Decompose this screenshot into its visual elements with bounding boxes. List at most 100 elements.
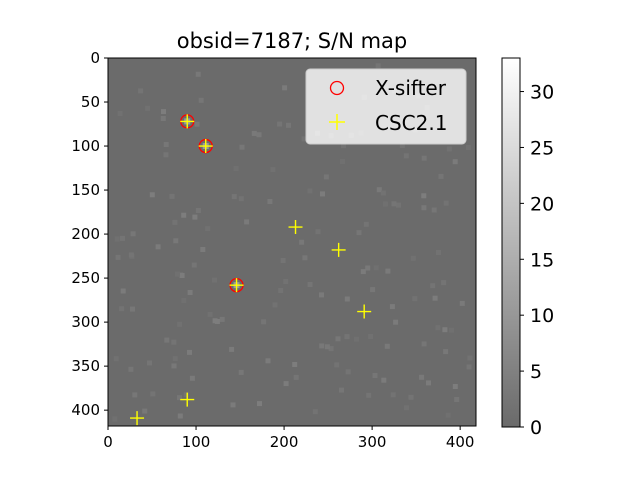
faint-source [376, 187, 382, 193]
faint-source [312, 409, 318, 415]
faint-source [340, 158, 345, 164]
faint-source [163, 142, 169, 147]
faint-source [445, 412, 451, 418]
faint-source [443, 349, 449, 355]
faint-source [147, 360, 152, 366]
faint-source [171, 339, 177, 345]
faint-source [465, 145, 471, 150]
faint-source [454, 397, 460, 402]
x-tick-label: 200 [270, 433, 299, 451]
colorbar-tick-label: 15 [530, 249, 554, 271]
faint-source [446, 146, 452, 152]
y-tick-label: 350 [71, 357, 100, 375]
faint-source [119, 306, 125, 312]
faint-source [150, 391, 156, 397]
faint-source [345, 369, 351, 375]
faint-source [120, 235, 125, 241]
faint-source [267, 199, 273, 204]
faint-source [286, 122, 291, 128]
faint-source [399, 143, 405, 148]
legend-marker-csc21 [329, 114, 345, 130]
faint-source [334, 362, 340, 368]
faint-source [283, 381, 289, 387]
faint-source [164, 337, 170, 343]
legend: X-sifter CSC2.1 [305, 68, 467, 145]
faint-source [132, 392, 138, 398]
faint-source [114, 236, 120, 242]
faint-source [372, 373, 378, 378]
faint-source [280, 258, 286, 263]
faint-source [356, 230, 362, 236]
faint-source [302, 255, 308, 261]
faint-source [452, 384, 458, 389]
faint-source [233, 166, 239, 171]
faint-source [145, 105, 151, 111]
faint-source [251, 130, 257, 136]
faint-source [138, 88, 144, 94]
faint-source [120, 288, 126, 294]
faint-source [335, 336, 341, 342]
y-tick-label: 200 [71, 225, 100, 243]
faint-source [128, 366, 134, 372]
faint-source [442, 327, 448, 333]
y-tick-label: 150 [71, 181, 100, 199]
faint-source [175, 271, 180, 277]
faint-source [277, 121, 283, 127]
x-tick-label: 400 [446, 433, 475, 451]
x-tick-label: 0 [103, 433, 113, 451]
csc21-point [180, 392, 195, 407]
faint-source [466, 364, 472, 370]
faint-source [187, 290, 193, 295]
faint-source [368, 334, 374, 339]
faint-source [421, 193, 427, 199]
legend-box [305, 68, 467, 145]
faint-source [173, 238, 179, 244]
faint-source [172, 219, 178, 225]
colorbar-tick-label: 0 [530, 417, 542, 439]
y-tick-label: 100 [71, 137, 100, 155]
faint-source [324, 344, 330, 350]
faint-source [171, 363, 177, 369]
faint-source [238, 196, 244, 202]
colorbar-tick-label: 5 [530, 361, 542, 383]
faint-source [270, 167, 276, 173]
faint-source [207, 311, 213, 317]
faint-source [344, 334, 350, 340]
faint-source [194, 121, 200, 127]
faint-source [436, 250, 441, 255]
faint-source [389, 304, 395, 310]
faint-source [231, 194, 237, 200]
colorbar-axis: 0 5 10 15 20 25 30 [520, 82, 554, 439]
faint-source [177, 321, 183, 327]
y-tick-label: 50 [81, 93, 100, 111]
faint-source [339, 387, 344, 393]
faint-source [390, 392, 396, 398]
faint-source [449, 327, 454, 333]
faint-source [205, 226, 211, 232]
faint-source [421, 341, 427, 347]
faint-source [430, 283, 436, 289]
faint-source [375, 63, 381, 69]
faint-source [435, 325, 441, 331]
csc21-point [288, 220, 303, 235]
faint-source [365, 265, 371, 271]
faint-source [396, 202, 401, 208]
faint-source [183, 392, 189, 398]
faint-source [382, 201, 388, 207]
faint-source [265, 358, 271, 364]
faint-source [319, 343, 325, 349]
faint-source [344, 296, 350, 302]
faint-source [169, 193, 175, 199]
faint-source [307, 282, 313, 287]
faint-source [212, 277, 217, 283]
x-tick-label: 100 [182, 433, 211, 451]
legend-label-x-sifter: X-sifter [375, 76, 447, 100]
y-tick-label: 0 [90, 49, 100, 67]
faint-source [373, 265, 379, 271]
faint-source [328, 346, 334, 352]
markers [130, 114, 372, 426]
faint-source [195, 208, 201, 213]
faint-source [421, 155, 427, 161]
